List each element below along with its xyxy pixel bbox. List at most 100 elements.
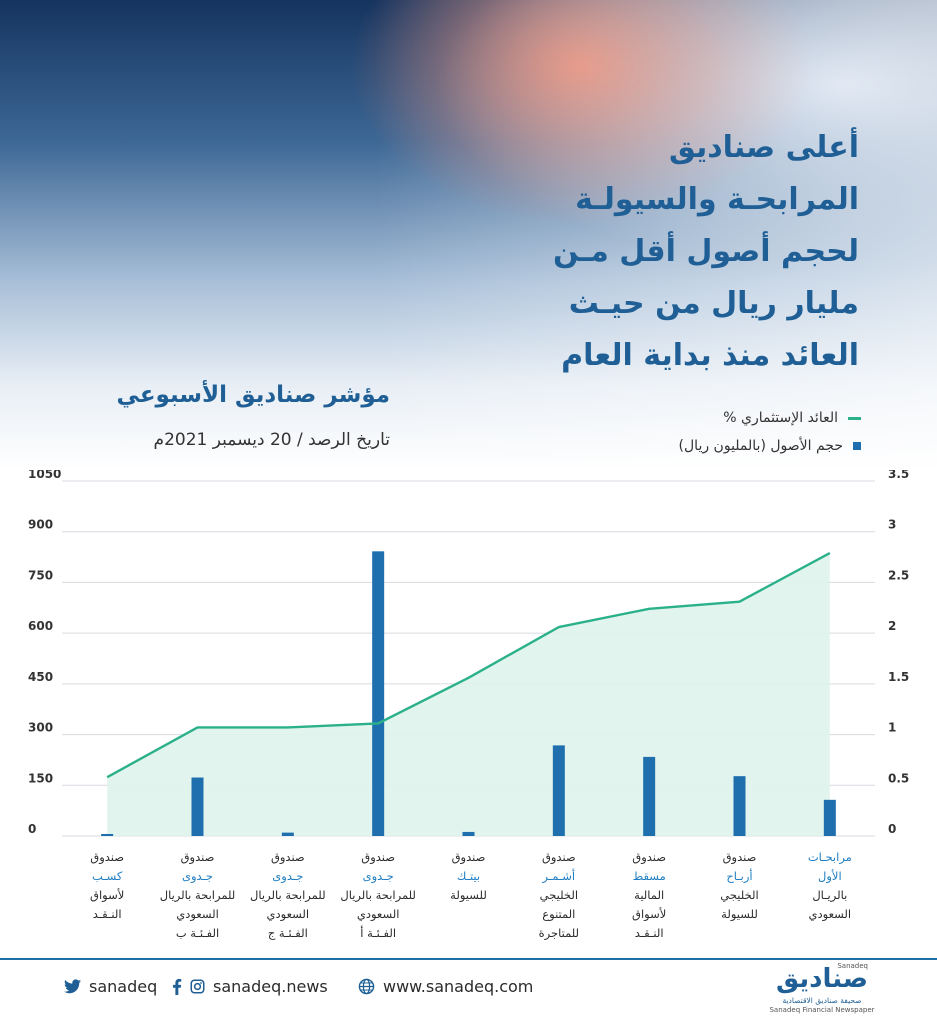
y-right-tick-label: 3 <box>888 518 896 532</box>
y-right-tick-label: 2 <box>888 619 896 633</box>
legend-line-swatch <box>848 416 861 420</box>
headline-line: المرابحـة والسيولـة <box>575 182 859 217</box>
y-right-tick-label: 3.5 <box>888 470 909 481</box>
headline-line: مليار ريال من حيـث <box>568 286 859 321</box>
asset-bar <box>372 551 385 836</box>
legend-label-assets: حجم الأصول (بالمليون ريال) <box>678 438 843 454</box>
category-label: صندوق كسـب لأسواق النـقـد <box>62 848 152 924</box>
category-label-line: الفـئـة ب <box>175 926 220 940</box>
asset-bar <box>191 777 204 836</box>
category-label: صندوق جـدوى للمرابحة بالريال السعودي الفـئـة… <box>153 848 243 943</box>
legend-label-return: العائد الإستثماري % <box>723 410 838 426</box>
category-label-line: للمرابحة بالريال <box>250 888 326 902</box>
category-label-line: السعودي <box>266 907 310 921</box>
category-label-line: للمرابحة بالريال <box>340 888 416 902</box>
y-left-tick-label: 150 <box>28 771 53 785</box>
category-label-line: المتنوع <box>542 907 576 921</box>
category-label: صندوق أشـمـر الخليجي المتنوع للمتاجرة <box>514 848 604 943</box>
y-right-tick-label: 0.5 <box>888 771 909 785</box>
category-label-line: صندوق <box>270 850 305 864</box>
category-label-line: لأسواق <box>90 888 125 902</box>
category-label-line: للسيولة <box>450 888 487 902</box>
headline-line: لحجم أصول أقل مـن <box>552 234 859 269</box>
asset-bar <box>101 833 114 836</box>
category-label-line: صندوق <box>451 850 486 864</box>
legend-item-assets: حجم الأصول (بالمليون ريال) <box>679 438 861 454</box>
category-label-line: مسقط <box>632 869 666 883</box>
category-label-line: كسـب <box>91 869 123 883</box>
legend-item-return: العائد الإستثماري % <box>723 410 861 426</box>
category-label-line: الأول <box>817 869 842 883</box>
return-area <box>107 553 830 836</box>
footer-divider <box>0 958 937 960</box>
category-label-line: المالية <box>634 888 665 902</box>
category-label-line: صندوق <box>361 850 396 864</box>
category-label: صندوق بيتـك للسيولة <box>424 848 514 905</box>
chart: 0 0 150 0.5 300 1 450 1.5 600 2 750 2.5 900 3 1050 3.5 <box>28 470 909 837</box>
category-label-line: جـدوى <box>181 869 214 883</box>
y-left-tick-label: 300 <box>28 721 53 735</box>
category-label-line: للمرابحة بالريال <box>159 888 236 902</box>
category-label-line: بيتـك <box>456 869 481 883</box>
y-left-tick-label: 600 <box>28 619 53 633</box>
headline-line: أعلى صناديق <box>668 130 859 165</box>
category-label-line: الخليجي <box>539 888 579 902</box>
asset-bar <box>552 745 565 836</box>
headline-line: العائد منذ بداية العام <box>561 338 859 373</box>
brand-logo[interactable]: Sanadeq صناديق صحيفة صناديق الاقتصادية S… <box>762 962 882 1015</box>
asset-bar <box>281 832 294 836</box>
y-right-tick-label: 1 <box>888 721 896 735</box>
twitter-icon <box>64 979 81 994</box>
website-link[interactable]: www.sanadeq.com <box>358 977 533 996</box>
instagram-icon <box>190 979 205 994</box>
category-label-line: صندوق <box>722 850 757 864</box>
category-label-line: أشـمـر <box>542 869 576 883</box>
headline: أعلى صناديق المرابحـة والسيولـة لحجم أصو… <box>479 122 859 382</box>
brand-name: صناديق <box>775 964 869 994</box>
category-label-line: النـقـد <box>92 907 122 921</box>
category-label-line: صندوق <box>632 850 667 864</box>
asset-bar <box>462 831 475 836</box>
category-label: صندوق جـدوى للمرابحة بالريال السعودي الفـئـة… <box>243 848 333 943</box>
category-label-line: جـدوى <box>272 869 304 883</box>
category-label-line: الفـئـة ج <box>267 926 308 940</box>
category-label-line: للسيولة <box>721 907 758 921</box>
category-label-line: الخليجي <box>720 888 759 902</box>
asset-bar <box>643 756 656 836</box>
category-label-line: صندوق <box>541 850 576 864</box>
brand-latin: Sanadeq <box>837 962 868 970</box>
category-label-line: بالريـال <box>812 888 848 902</box>
twitter-link[interactable]: sanadeq <box>64 977 157 996</box>
category-label: صندوق مسقط المالية لأسواق النـقـد <box>604 848 694 943</box>
y-left-tick-label: 1050 <box>28 470 61 481</box>
category-label-line: النـقـد <box>634 926 664 940</box>
asset-bar <box>733 776 746 836</box>
return-line <box>106 551 831 779</box>
y-right-tick-label: 0 <box>888 822 896 836</box>
category-label-line: السعودي <box>176 907 219 921</box>
legend-bar-swatch <box>853 442 861 450</box>
y-left-tick-label: 0 <box>28 822 36 836</box>
category-label: صندوق جـدوى للمرابحة بالريال السعودي الفـئـة… <box>333 848 423 943</box>
chart-subtitle: مؤشر صناديق الأسبوعي <box>116 382 390 408</box>
category-label-line: مرابحـات <box>807 850 852 864</box>
category-label-line: للمتاجرة <box>538 926 580 940</box>
social-handle: sanadeq.news <box>213 977 328 996</box>
category-label-line: السعودي <box>356 907 400 921</box>
y-right-tick-label: 2.5 <box>888 568 909 582</box>
y-left-tick-label: 450 <box>28 670 53 684</box>
category-label-line: السعودي <box>808 907 852 921</box>
y-left-tick-label: 900 <box>28 518 53 532</box>
hero-fade <box>0 0 937 470</box>
date-line: تاريخ الرصد / 20 ديسمبر 2021م <box>153 430 390 450</box>
website-url: www.sanadeq.com <box>383 977 534 996</box>
category-label: مرابحـات الأول بالريـال السعودي <box>785 848 875 924</box>
social-link[interactable]: sanadeq.news <box>172 977 328 996</box>
y-left-tick-label: 750 <box>28 568 53 582</box>
y-right-tick-label: 1.5 <box>888 670 909 684</box>
footer: sanadeq sanadeq.news www.sanadeq.com San… <box>0 960 937 1024</box>
category-label-line: جـدوى <box>362 869 394 883</box>
brand-tagline-ar: صحيفة صناديق الاقتصادية <box>782 996 862 1005</box>
category-label-line: لأسواق <box>632 907 667 921</box>
category-label-line: صندوق <box>90 850 125 864</box>
